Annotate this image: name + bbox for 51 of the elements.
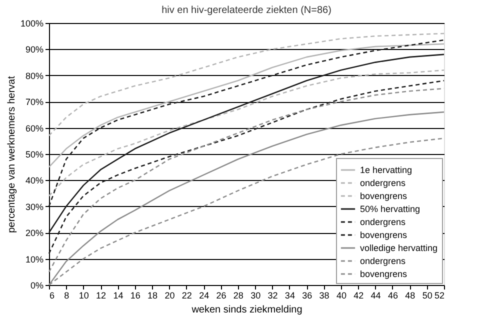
x-tick-label: 40 — [336, 290, 346, 300]
x-tick-label: 30 — [250, 290, 261, 300]
legend-label: ondergrens — [360, 256, 406, 266]
legend-label: bovengrens — [360, 230, 408, 240]
legend-label: volledige hervatting — [360, 243, 438, 253]
y-tick-label: 60% — [25, 123, 44, 134]
y-tick-label: 70% — [25, 97, 44, 108]
y-tick-label: 0% — [30, 280, 44, 290]
y-axis-title: percentage van werknemers hervat — [6, 76, 18, 233]
x-tick-label: 28 — [233, 290, 244, 300]
x-tick-label: 18 — [148, 290, 158, 300]
legend-label: 50% hervatting — [360, 204, 420, 214]
x-tick-label: 22 — [182, 290, 192, 300]
y-tick-label: 40% — [25, 176, 44, 186]
x-tick-label: 34 — [284, 290, 295, 300]
legend-label: ondergrens — [360, 178, 406, 188]
line-series — [48, 54, 445, 234]
x-tick-label: 44 — [370, 290, 381, 300]
x-tick-label: 38 — [319, 290, 330, 300]
x-tick-label: 6 — [50, 290, 55, 300]
legend-label: bovengrens — [360, 191, 408, 201]
line-series — [48, 43, 445, 168]
legend-label: 1e hervatting — [360, 165, 412, 175]
x-tick-label: 50 — [422, 290, 432, 300]
legend-label: bovengrens — [360, 269, 408, 279]
y-tick-label: 10% — [25, 254, 44, 264]
x-tick-label: 16 — [130, 290, 140, 300]
x-tick-label: 42 — [354, 290, 364, 300]
legend-label: ondergrens — [360, 217, 406, 227]
x-tick-label: 48 — [405, 290, 416, 300]
x-tick-label: 52 — [434, 290, 444, 300]
y-tick-label: 20% — [25, 228, 44, 238]
y-tick-label: 30% — [25, 202, 44, 212]
line-series — [48, 39, 445, 208]
y-tick-label: 80% — [25, 70, 44, 81]
line-series — [48, 32, 445, 136]
x-tick-label: 26 — [216, 290, 226, 300]
chart-title: hiv en hiv-gerelateerde ziekten (N=86) — [162, 5, 332, 16]
y-tick-label: 90% — [25, 44, 44, 55]
x-tick-label: 14 — [113, 290, 124, 300]
y-tick-label: 50% — [25, 150, 44, 160]
x-tick-label: 8 — [64, 290, 70, 300]
x-tick-label: 24 — [199, 290, 210, 300]
x-tick-label: 10 — [78, 290, 89, 300]
x-axis-title: weken sinds ziekmelding — [190, 304, 302, 316]
y-tick-label: 100% — [20, 18, 44, 28]
x-tick-label: 20 — [164, 290, 175, 300]
x-tick-label: 36 — [302, 290, 312, 300]
x-tick-label: 46 — [388, 290, 398, 300]
x-tick-label: 12 — [96, 290, 106, 300]
x-tick-label: 32 — [268, 290, 278, 300]
